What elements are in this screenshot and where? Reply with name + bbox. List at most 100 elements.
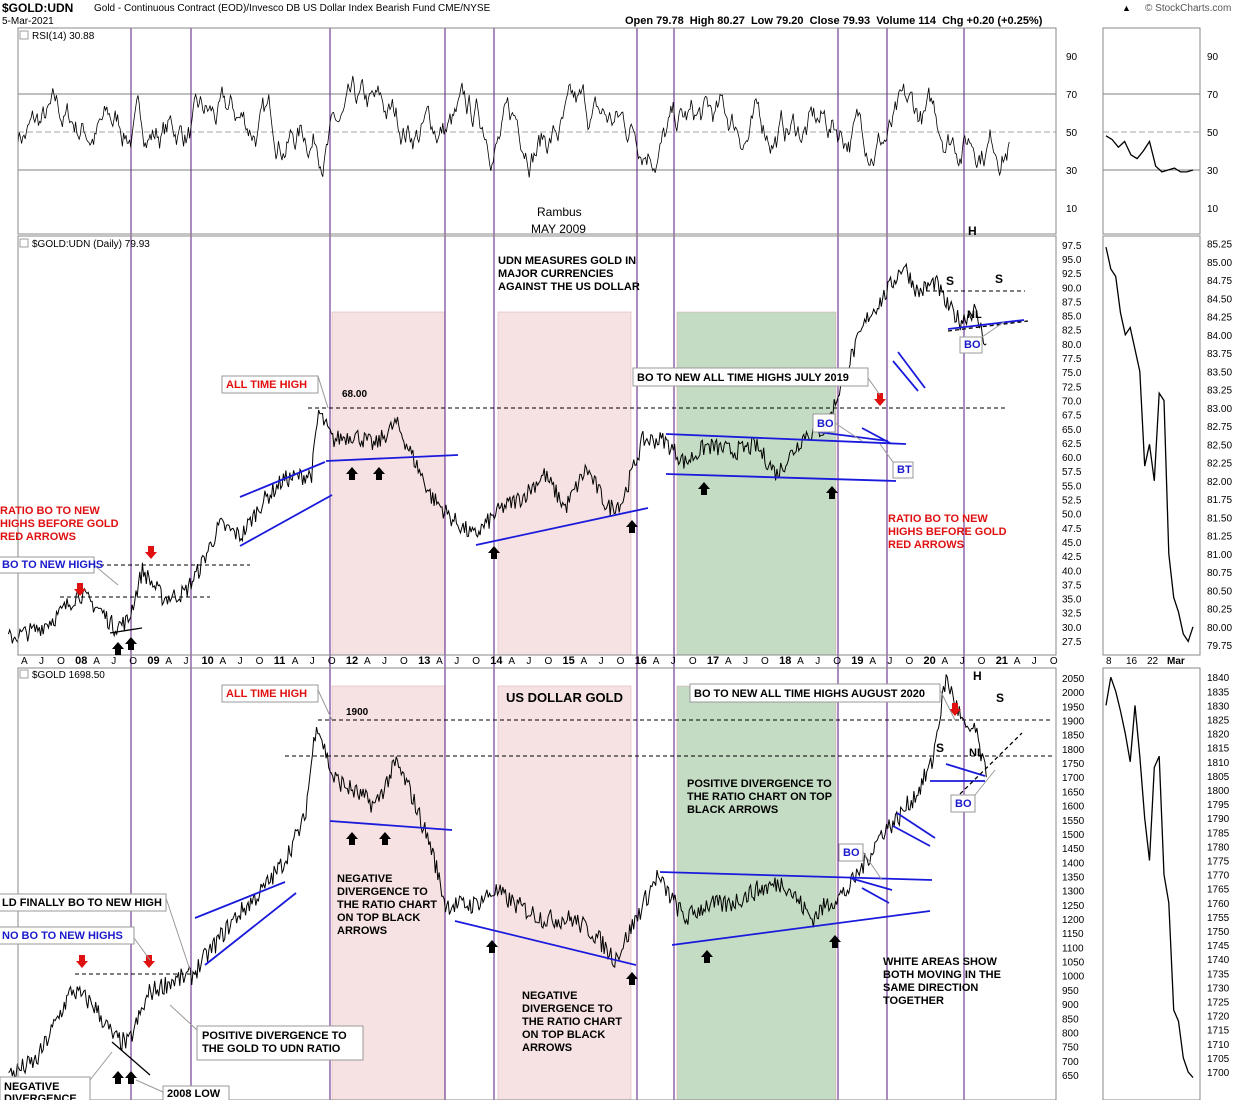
ratio-bt-box-pointer <box>879 443 894 463</box>
pos-div-note: POSITIVE DIVERGENCE TO <box>687 778 832 790</box>
x-tick-label: 14 <box>490 655 503 667</box>
highlight-band <box>497 311 632 656</box>
gold-tick-label: 1100 <box>1062 943 1084 954</box>
side-gold-tick-label: 1715 <box>1207 1026 1230 1037</box>
trendline <box>454 920 637 966</box>
ratio-tick-label: 90.0 <box>1062 283 1082 294</box>
gold-tick-label: 1700 <box>1062 773 1085 784</box>
side-gold-tick-label: 1725 <box>1207 998 1230 1009</box>
ratio-tick-label: 45.0 <box>1062 538 1082 549</box>
x-tick-label: A <box>292 656 299 667</box>
x-tick-label: 17 <box>707 655 719 667</box>
ratio-bo-box: BO <box>817 418 834 430</box>
red-down-arrow <box>874 393 886 406</box>
ratio-head: H <box>968 224 977 238</box>
gold-ath-label-pointer <box>317 689 333 721</box>
black-up-arrow <box>701 950 713 963</box>
gold-tick-label: 1450 <box>1062 844 1085 855</box>
side-gold-tick-label: 1760 <box>1207 899 1230 910</box>
side-ratio-tick-label: 83.50 <box>1207 367 1232 378</box>
side-ratio-tick-label: 84.25 <box>1207 313 1232 324</box>
ratio-bt-box: BT <box>897 464 912 476</box>
ratio-ath-label: ALL TIME HIGH <box>226 379 307 391</box>
ratio-price-line <box>7 262 987 644</box>
ratio-tick-label: 55.0 <box>1062 481 1082 492</box>
side-ratio-tick-label: 85.00 <box>1207 258 1232 269</box>
x-tick-label: 19 <box>851 655 863 667</box>
x-tick-label: A <box>220 656 227 667</box>
trendline <box>947 319 1025 330</box>
rsi-tick-label: 70 <box>1066 90 1078 101</box>
x-tick-label: J <box>111 656 116 667</box>
gold-tick-label: 1050 <box>1062 958 1085 969</box>
neg-div-note-a: ARROWS <box>337 925 387 937</box>
gold-tick-label: 1550 <box>1062 816 1085 827</box>
panel-frame <box>1102 667 1201 1100</box>
gold-tick-label: 1900 <box>1062 717 1085 728</box>
side-gold-tick-label: 1770 <box>1207 871 1230 882</box>
gold-1900-label: 1900 <box>346 707 369 718</box>
neg-div-left-note: DIVERGENCE <box>4 1093 77 1100</box>
gold-tick-label: 650 <box>1062 1071 1079 1082</box>
pos-div-ratio-text: POSITIVE DIVERGENCE TO <box>202 1030 347 1042</box>
ratio-right-shoulder: S <box>995 272 1003 286</box>
side-gold-tick-label: 1820 <box>1207 730 1230 741</box>
trendline <box>475 507 649 546</box>
x-tick-label: O <box>57 656 65 667</box>
side-gold-tick-label: 1780 <box>1207 842 1230 853</box>
ratio-tick-label: 67.5 <box>1062 411 1082 422</box>
rsi-tick-label: 90 <box>1066 52 1078 63</box>
ratio-ath-label-pointer <box>317 375 329 409</box>
gold-tick-label: 750 <box>1062 1043 1079 1054</box>
x-tick-label: 21 <box>996 655 1008 667</box>
side-gold-tick-label: 1795 <box>1207 800 1230 811</box>
gold-tick-label: 1350 <box>1062 872 1085 883</box>
rambus-date: MAY 2009 <box>531 222 586 236</box>
x-tick-label: A <box>364 656 371 667</box>
gold-tick-label: 1000 <box>1062 972 1085 983</box>
side-gold-tick-label: 1830 <box>1207 701 1230 712</box>
highlight-band <box>331 311 446 656</box>
ratio-tick-label: 35.0 <box>1062 595 1082 606</box>
gold-bo-box-pointer <box>862 851 883 881</box>
side-gold-tick-label: 1810 <box>1207 758 1230 769</box>
gold-tick-label: 800 <box>1062 1028 1079 1039</box>
black-up-arrow <box>125 1071 137 1084</box>
side-gold-tick-label: 1700 <box>1207 1068 1230 1079</box>
side-gold-tick-label: 1750 <box>1207 927 1230 938</box>
white-areas-note: SAME DIRECTION <box>883 982 978 994</box>
side-gold-tick-label: 1785 <box>1207 828 1230 839</box>
gold-tick-label: 1600 <box>1062 802 1085 813</box>
side-ratio-tick-label: 81.50 <box>1207 513 1232 524</box>
black-up-arrow <box>346 832 358 845</box>
side-gold-tick-label: 1735 <box>1207 969 1230 980</box>
pos-div-ratio-text: THE GOLD TO UDN RATIO <box>202 1043 341 1055</box>
x-tick-label: J <box>183 656 188 667</box>
side-ratio-tick-label: 85.25 <box>1207 240 1232 251</box>
x-tick-label: O <box>256 656 264 667</box>
side-gold-tick-label: 1720 <box>1207 1012 1230 1023</box>
side-ratio-tick-label: 81.25 <box>1207 532 1232 543</box>
side-gold-tick-label: 1705 <box>1207 1054 1230 1065</box>
ratio-bt-box-box <box>892 461 914 479</box>
black-up-arrow <box>486 940 498 953</box>
gold-price-line <box>8 674 987 1080</box>
gold-tick-label: 1200 <box>1062 915 1085 926</box>
side-gold-tick-label: 1825 <box>1207 716 1230 727</box>
panel-frame <box>17 27 1057 235</box>
gold-tick-label: 700 <box>1062 1057 1079 1068</box>
side-ratio-tick-label: 79.75 <box>1207 641 1232 652</box>
gold-tick-label: 1950 <box>1062 702 1085 713</box>
black-up-arrow <box>112 642 124 655</box>
ratio-tick-label: 87.5 <box>1062 297 1082 308</box>
pos-div-note: THE RATIO CHART ON TOP <box>687 791 832 803</box>
legend-swatch <box>19 238 29 248</box>
neg-div-note-b: ARROWS <box>522 1042 572 1054</box>
black-up-arrow <box>826 486 838 499</box>
ratio-tick-label: 65.0 <box>1062 425 1082 436</box>
ratio-tick-label: 70.0 <box>1062 396 1082 407</box>
neg-div-note-b: ON TOP BLACK <box>522 1029 605 1041</box>
rsi-tick-label: 30 <box>1066 166 1078 177</box>
trendline <box>665 433 907 445</box>
side-gold-tick-label: 1730 <box>1207 983 1230 994</box>
